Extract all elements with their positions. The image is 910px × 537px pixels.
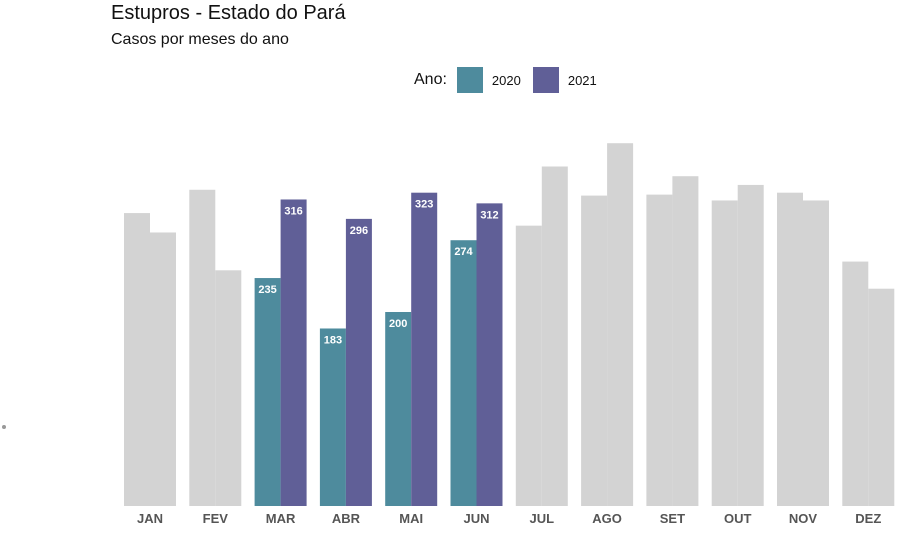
x-tick-label-jan: JAN xyxy=(137,511,163,526)
bar-jun-2021 xyxy=(476,203,503,507)
data-label-mai-2021: 323 xyxy=(415,199,433,211)
bar-set-2020 xyxy=(646,194,673,506)
data-label-mai-2020: 200 xyxy=(389,318,407,330)
bar-mai-2021 xyxy=(411,192,438,506)
bar-jul-2020 xyxy=(515,225,542,507)
bar-nov-2021 xyxy=(803,200,829,506)
chart-title: Estupros - Estado do Pará xyxy=(111,2,346,24)
chart-subtitle: Casos por meses do ano xyxy=(111,31,289,48)
data-label-jun-2020: 274 xyxy=(454,246,473,258)
bar-jan-2020 xyxy=(124,213,150,506)
bar-fev-2021 xyxy=(215,270,242,506)
data-label-mar-2021: 316 xyxy=(284,205,302,217)
bar-abr-2021 xyxy=(345,218,372,506)
bar-jun-2020 xyxy=(450,240,477,506)
x-tick-label-fev: FEV xyxy=(203,511,229,526)
bar-dez-2020 xyxy=(842,261,869,506)
x-tick-label-ago: AGO xyxy=(592,511,622,526)
bar-mar-2021 xyxy=(280,199,307,507)
x-tick-label-nov: NOV xyxy=(789,511,818,526)
legend-label-2020: 2020 xyxy=(491,72,521,88)
x-tick-label-jul: JUL xyxy=(530,511,555,526)
legend-swatch-2020 xyxy=(456,67,483,93)
x-tick-label-set: SET xyxy=(660,511,685,526)
legend-swatch-2021 xyxy=(532,67,559,93)
x-tick-label-jun: JUN xyxy=(463,511,489,526)
bar-abr-2020 xyxy=(319,328,346,506)
x-tick-label-abr: ABR xyxy=(332,511,361,526)
bar-jul-2021 xyxy=(541,166,568,506)
bar-mai-2020 xyxy=(385,312,412,506)
bar-ago-2021 xyxy=(607,143,634,506)
data-label-mar-2020: 235 xyxy=(258,284,276,296)
bar-fev-2020 xyxy=(189,189,216,506)
bar-ago-2020 xyxy=(581,195,608,506)
bar-out-2021 xyxy=(737,184,764,506)
legend-item-2020: 2020 xyxy=(456,67,521,93)
data-label-abr-2020: 183 xyxy=(324,334,342,346)
data-label-abr-2021: 296 xyxy=(350,225,368,237)
bar-set-2021 xyxy=(672,176,699,506)
bar-out-2020 xyxy=(711,200,738,506)
legend-title: Ano: xyxy=(414,71,447,88)
legend: Ano: 2020 2021 xyxy=(414,67,609,93)
bar-jan-2021 xyxy=(150,232,176,506)
legend-label-2021: 2021 xyxy=(567,72,597,88)
stray-dot xyxy=(2,425,6,429)
x-tick-label-mai: MAI xyxy=(399,511,423,526)
x-tick-label-mar: MAR xyxy=(266,511,296,526)
data-label-jun-2021: 312 xyxy=(480,209,498,221)
bar-nov-2020 xyxy=(777,192,803,506)
legend-item-2021: 2021 xyxy=(532,67,597,93)
bar-dez-2021 xyxy=(868,288,895,506)
x-tick-label-dez: DEZ xyxy=(855,511,881,526)
x-tick-label-out: OUT xyxy=(724,511,752,526)
bar-mar-2020 xyxy=(254,278,281,506)
